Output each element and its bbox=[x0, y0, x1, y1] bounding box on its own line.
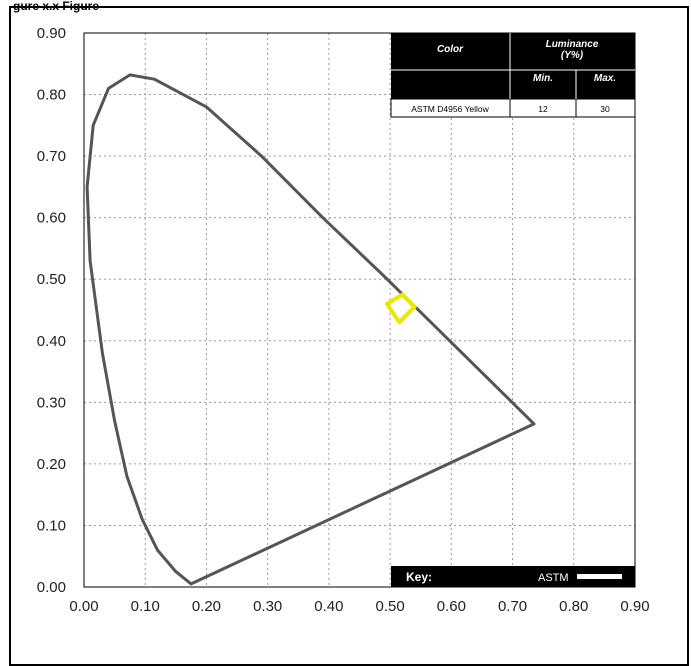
y-tick-label: 0.30 bbox=[37, 394, 66, 411]
spectral-locus-line bbox=[85, 73, 536, 586]
y-tick-label: 0.60 bbox=[37, 210, 66, 227]
y-tick-label: 0.90 bbox=[37, 25, 66, 42]
table-cell-max: 30 bbox=[600, 104, 610, 114]
table-cell-color: ASTM D4956 Yellow bbox=[411, 104, 489, 114]
y-tick-label: 0.40 bbox=[37, 333, 66, 350]
key-legend: Key: ASTM bbox=[391, 566, 635, 587]
x-tick-label: 0.60 bbox=[437, 598, 466, 615]
table-header-luminance-line: (Y%) bbox=[561, 50, 584, 61]
grid bbox=[84, 33, 635, 587]
series-group bbox=[85, 73, 536, 586]
y-tick-label: 0.00 bbox=[37, 579, 66, 596]
x-tick-label: 0.30 bbox=[253, 598, 282, 615]
x-tick-label: 0.20 bbox=[192, 598, 221, 615]
key-label: Key: bbox=[406, 570, 432, 584]
table-header-bg bbox=[391, 33, 635, 99]
x-tick-label: 0.10 bbox=[131, 598, 160, 615]
y-tick-label: 0.10 bbox=[37, 517, 66, 534]
x-tick-label: 0.40 bbox=[314, 598, 343, 615]
astm-yellow-region bbox=[385, 292, 417, 325]
table-header-min: Min. bbox=[533, 73, 553, 84]
key-entry-astm: ASTM bbox=[538, 572, 569, 584]
y-axis-ticks: 0.00 0.10 0.20 0.30 0.40 0.50 0.60 0.70 0.80 0.90 bbox=[37, 25, 66, 596]
table-header-luminance: Luminance (Y%) bbox=[546, 39, 599, 61]
key-swatch-astm bbox=[577, 574, 622, 579]
y-tick-label: 0.70 bbox=[37, 148, 66, 165]
key-bg bbox=[391, 566, 635, 587]
x-tick-label: 0.50 bbox=[376, 598, 405, 615]
x-tick-label: 0.80 bbox=[559, 598, 588, 615]
specification-table: Color Luminance (Y%) Min. Max. ASTM D4956… bbox=[390, 33, 636, 118]
y-tick-label: 0.80 bbox=[37, 87, 66, 104]
table-header-luminance-line: Luminance bbox=[546, 39, 599, 50]
x-tick-label: 0.90 bbox=[620, 598, 649, 615]
x-tick-label: 0.70 bbox=[498, 598, 527, 615]
y-tick-label: 0.20 bbox=[37, 456, 66, 473]
figure-caption: gure x.x Figure bbox=[13, 0, 100, 13]
table-cell-min: 12 bbox=[538, 104, 548, 114]
table-header-max: Max. bbox=[594, 73, 616, 84]
table-body-bg bbox=[390, 98, 636, 118]
y-tick-label: 0.50 bbox=[37, 271, 66, 288]
plot-area-border bbox=[83, 32, 636, 588]
x-axis-ticks: 0.00 0.10 0.20 0.30 0.40 0.50 0.60 0.70 0.80 0.90 bbox=[69, 598, 649, 615]
x-tick-label: 0.00 bbox=[69, 598, 98, 615]
table-header-color: Color bbox=[437, 44, 464, 55]
